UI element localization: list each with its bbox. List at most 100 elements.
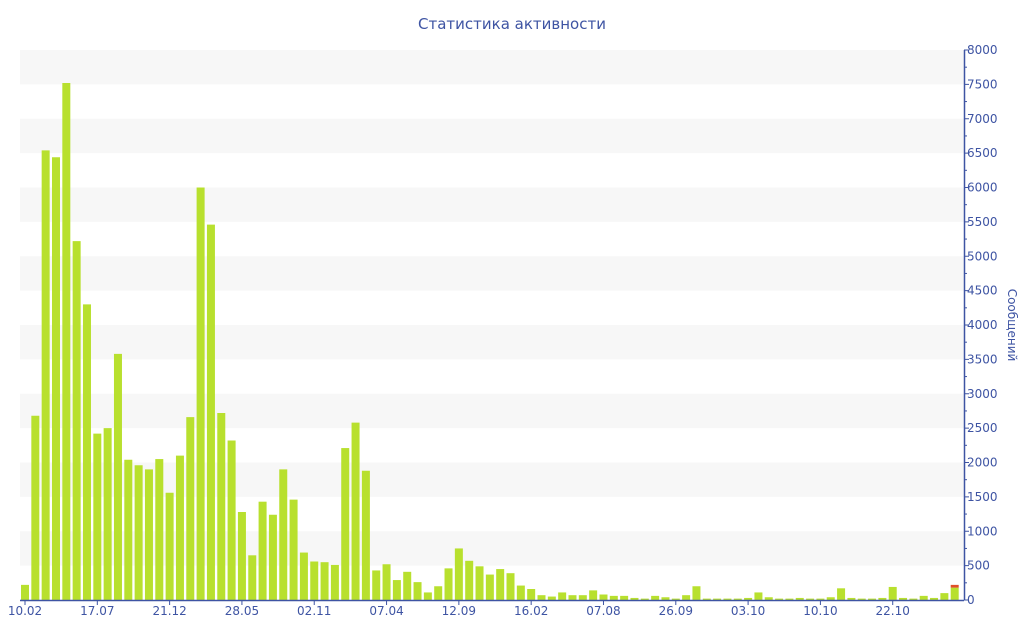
bar bbox=[558, 592, 567, 600]
bar bbox=[103, 428, 112, 600]
y-tick-label: 3000 bbox=[967, 387, 998, 401]
y-tick-label: 1000 bbox=[967, 524, 998, 538]
x-tick-label: 26.09 bbox=[659, 604, 693, 618]
bar bbox=[940, 593, 949, 600]
bar bbox=[878, 597, 887, 600]
bar bbox=[434, 586, 443, 600]
bar bbox=[21, 584, 29, 600]
y-tick-label: 5500 bbox=[967, 215, 998, 229]
bars bbox=[21, 83, 959, 600]
bar bbox=[93, 433, 102, 600]
x-tick-label: 07.08 bbox=[586, 604, 620, 618]
bar bbox=[341, 448, 350, 600]
bar bbox=[744, 597, 753, 600]
bar bbox=[72, 241, 81, 600]
x-tick-label: 12.09 bbox=[442, 604, 476, 618]
bar bbox=[671, 598, 680, 600]
x-tick-label: 03.10 bbox=[731, 604, 765, 618]
bar bbox=[857, 598, 866, 600]
bar bbox=[795, 597, 804, 600]
bar bbox=[41, 150, 50, 600]
bar bbox=[578, 595, 587, 600]
x-tick-label: 10.02 bbox=[8, 604, 42, 618]
bar bbox=[516, 585, 525, 600]
bar bbox=[372, 570, 381, 600]
bar bbox=[640, 598, 649, 600]
bar bbox=[496, 569, 505, 600]
bar bbox=[816, 598, 825, 600]
y-tick-label: 2000 bbox=[967, 456, 998, 470]
bar bbox=[31, 415, 40, 600]
bar bbox=[682, 595, 691, 600]
bar bbox=[547, 596, 556, 600]
bar bbox=[227, 440, 236, 600]
y-tick-label: 500 bbox=[967, 559, 990, 573]
x-tick-label: 10.10 bbox=[803, 604, 837, 618]
bar bbox=[454, 548, 463, 600]
bar bbox=[186, 417, 195, 600]
bar bbox=[361, 470, 370, 600]
bar bbox=[248, 555, 257, 600]
grid-band bbox=[20, 50, 964, 85]
y-tick-label: 7500 bbox=[967, 77, 998, 91]
bar bbox=[165, 492, 174, 600]
bar bbox=[217, 413, 226, 600]
bar bbox=[537, 595, 546, 600]
bar bbox=[237, 512, 246, 600]
y-tick-label: 4000 bbox=[967, 318, 998, 332]
bar bbox=[62, 83, 71, 600]
bar bbox=[413, 582, 422, 600]
bar bbox=[258, 501, 267, 600]
y-tick-label: 8000 bbox=[967, 43, 998, 57]
bar bbox=[351, 422, 360, 600]
bar bbox=[423, 592, 432, 600]
bar bbox=[568, 595, 577, 600]
bar bbox=[930, 597, 939, 600]
x-tick-label: 16.02 bbox=[514, 604, 548, 618]
bar bbox=[837, 588, 846, 600]
bar bbox=[279, 469, 288, 600]
y-tick-label: 2500 bbox=[967, 421, 998, 435]
bar bbox=[382, 564, 391, 600]
bar bbox=[661, 597, 670, 600]
x-tick-label: 22.10 bbox=[876, 604, 910, 618]
y-tick-label: 6500 bbox=[967, 146, 998, 160]
y-tick-label: 4500 bbox=[967, 284, 998, 298]
bar bbox=[713, 598, 722, 600]
y-axis-label: Сообщений bbox=[1005, 289, 1019, 362]
bar bbox=[444, 568, 453, 600]
bar bbox=[899, 597, 908, 600]
bar bbox=[950, 587, 959, 600]
x-tick-label: 02.11 bbox=[297, 604, 331, 618]
y-tick-label: 3500 bbox=[967, 352, 998, 366]
bar bbox=[785, 598, 794, 600]
bar bbox=[82, 304, 91, 600]
bar bbox=[196, 187, 205, 600]
bar bbox=[723, 598, 732, 600]
bar bbox=[403, 571, 412, 600]
bar bbox=[826, 597, 835, 600]
grid-band bbox=[20, 393, 964, 429]
bar bbox=[330, 564, 339, 600]
bar bbox=[847, 597, 856, 600]
y-tick-label: 1500 bbox=[967, 490, 998, 504]
bar bbox=[589, 590, 598, 600]
bar bbox=[465, 560, 474, 600]
bar bbox=[206, 224, 215, 600]
bar bbox=[144, 469, 153, 600]
bar bbox=[630, 597, 639, 600]
bar bbox=[392, 580, 401, 600]
x-tick-label: 21.12 bbox=[152, 604, 186, 618]
bar bbox=[289, 499, 298, 600]
grid-band bbox=[20, 325, 964, 360]
chart-title: Статистика активности bbox=[418, 15, 606, 33]
bar bbox=[888, 586, 897, 600]
bar bbox=[310, 561, 319, 600]
bar bbox=[919, 595, 928, 600]
bar bbox=[475, 566, 484, 600]
x-tick-label: 07.04 bbox=[369, 604, 403, 618]
bar bbox=[806, 598, 815, 600]
bar bbox=[909, 598, 918, 600]
bar bbox=[527, 589, 536, 600]
